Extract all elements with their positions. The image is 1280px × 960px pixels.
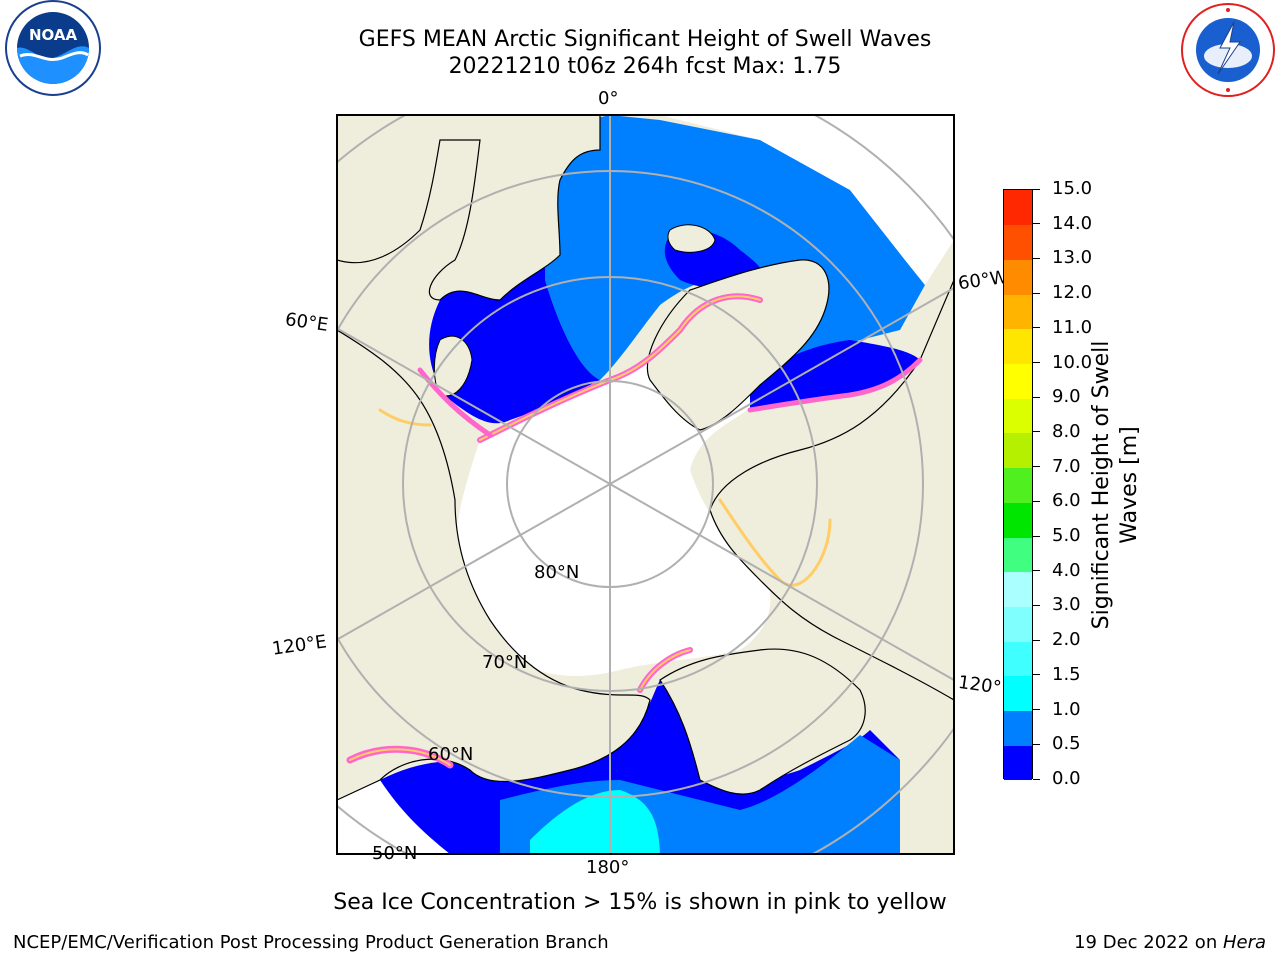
colorbar-tick-label: 10.0 — [1052, 351, 1093, 373]
colorbar-segment — [1004, 675, 1032, 712]
colorbar-tick-label: 5.0 — [1052, 525, 1081, 547]
colorbar-tick-label: 0.5 — [1052, 733, 1081, 755]
colorbar-tick — [1033, 570, 1040, 572]
colorbar-tick — [1033, 466, 1040, 468]
colorbar-tick-label: 4.0 — [1052, 559, 1081, 581]
colorbar — [1003, 189, 1033, 781]
svalbard-land — [667, 224, 716, 253]
footer-date-text: 19 Dec 2022 on — [1074, 932, 1223, 953]
colorbar-tick — [1033, 431, 1040, 433]
north-america-land — [709, 279, 954, 701]
colorbar-tick-label: 0.0 — [1052, 768, 1081, 789]
colorbar-tick — [1033, 362, 1040, 364]
map-frame — [336, 114, 955, 855]
outside-domain-south — [337, 780, 450, 854]
colorbar-tick-label: 7.0 — [1052, 455, 1081, 477]
colorbar-segment — [1004, 224, 1032, 260]
colorbar-tick-label: 1.5 — [1052, 663, 1081, 685]
scandinavia-land — [337, 115, 601, 301]
colorbar-tick — [1033, 778, 1040, 780]
colorbar-tick-label: 13.0 — [1052, 247, 1093, 269]
colorbar-segment — [1004, 641, 1032, 677]
svg-text:NOAA: NOAA — [29, 26, 78, 44]
colorbar-tick-label: 6.0 — [1052, 490, 1081, 512]
colorbar-tick — [1033, 223, 1040, 225]
colorbar-label-line1: Significant Height of Swell — [1089, 340, 1114, 630]
colorbar-tick-label: 3.0 — [1052, 594, 1081, 616]
novaya-zemlya-land — [433, 335, 473, 397]
siberia-land — [337, 329, 651, 801]
colorbar-segment — [1004, 259, 1032, 295]
pacific-high-swell-region — [530, 790, 660, 854]
lon-label-0: 0° — [598, 88, 619, 109]
colorbar-tick — [1033, 604, 1040, 606]
meridian-120w — [609, 483, 954, 682]
noaa-logo: NOAA — [5, 0, 101, 96]
nws-logo — [1181, 3, 1275, 97]
colorbar-segment — [1004, 467, 1032, 503]
colorbar-segment — [1004, 502, 1032, 538]
lat-label-70n: 70°N — [482, 652, 528, 673]
colorbar-tick — [1033, 188, 1040, 190]
lat-label-60n: 60°N — [428, 744, 474, 765]
colorbar-tick — [1033, 743, 1040, 745]
colorbar-tick — [1033, 535, 1040, 537]
chart-subtitle: 20221210 t06z 264h fcst Max: 1.75 — [448, 54, 842, 79]
colorbar-segment — [1004, 571, 1032, 607]
chart-title: GEFS MEAN Arctic Significant Height of S… — [358, 27, 932, 52]
colorbar-segment — [1004, 363, 1032, 399]
alaska-land — [659, 648, 866, 795]
colorbar-segment — [1004, 606, 1032, 642]
colorbar-segment — [1004, 745, 1032, 781]
lat-label-50n: 50°N — [372, 843, 418, 864]
colorbar-tick-label: 12.0 — [1052, 282, 1093, 304]
lon-label-180: 180° — [586, 857, 630, 878]
colorbar-segment — [1004, 294, 1032, 330]
footer-credit: NCEP/EMC/Verification Post Processing Pr… — [13, 932, 609, 953]
colorbar-segment — [1004, 710, 1032, 746]
colorbar-tick-label: 8.0 — [1052, 420, 1081, 442]
colorbar-tick — [1033, 327, 1040, 329]
colorbar-segment — [1004, 537, 1032, 573]
colorbar-tick — [1033, 639, 1040, 641]
colorbar-tick — [1033, 500, 1040, 502]
graticule — [337, 115, 954, 854]
greenland-land — [646, 259, 830, 431]
colorbar-tick-label: 1.0 — [1052, 698, 1081, 720]
colorbar-segment — [1004, 190, 1032, 226]
colorbar-tick — [1033, 674, 1040, 676]
colorbar-tick — [1033, 709, 1040, 711]
footer-host: Hera — [1222, 932, 1266, 953]
colorbar-tick-label: 15.0 — [1052, 178, 1093, 199]
meridian-120e — [337, 483, 611, 641]
colorbar-tick — [1033, 257, 1040, 259]
meridian-60e — [337, 327, 611, 485]
meridian-60w — [609, 286, 954, 485]
colorbar-tick — [1033, 292, 1040, 294]
outside-domain-northeast — [660, 115, 954, 285]
colorbar-label-line2: Waves [m] — [1117, 426, 1142, 544]
colorbar-segment — [1004, 328, 1032, 365]
colorbar-segment — [1004, 398, 1032, 434]
colorbar-tick-label: 2.0 — [1052, 629, 1081, 651]
colorbar-tick — [1033, 396, 1040, 398]
colorbar-tick-label: 14.0 — [1052, 212, 1093, 234]
colorbar-tick-label: 9.0 — [1052, 386, 1081, 408]
footer-date: 19 Dec 2022 on Hera — [1074, 932, 1266, 953]
caption: Sea Ice Concentration > 15% is shown in … — [333, 890, 947, 915]
colorbar-segment — [1004, 432, 1032, 469]
lat-label-80n: 80°N — [534, 562, 580, 583]
colorbar-tick-label: 11.0 — [1052, 316, 1093, 338]
